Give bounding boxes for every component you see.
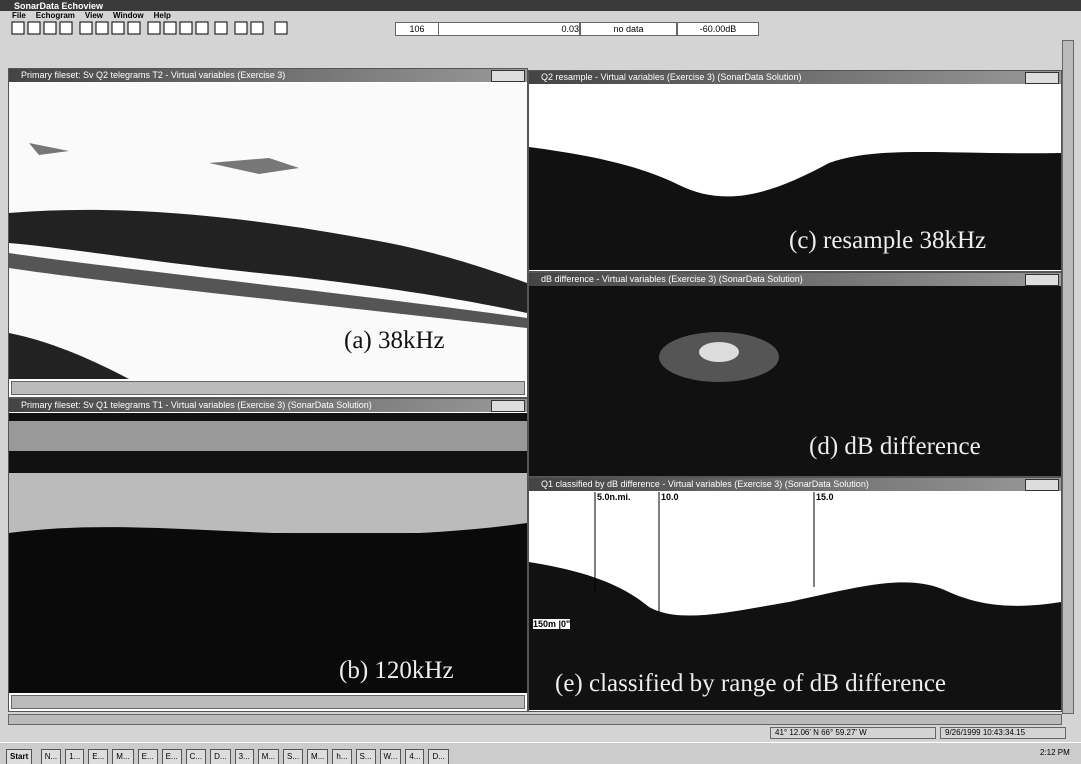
menu-item[interactable]: Help <box>154 11 171 20</box>
window-b: Primary fileset: Sv Q1 telegrams T1 - Vi… <box>8 398 528 712</box>
menu-item[interactable]: Window <box>113 11 144 20</box>
toolbar-field[interactable]: -60.00dB <box>677 22 759 36</box>
window-controls[interactable] <box>491 70 525 82</box>
window-controls[interactable] <box>491 400 525 412</box>
task-button[interactable]: M... <box>307 749 328 764</box>
distance-marker: 10.0 <box>661 492 679 502</box>
depth-label: 150m |0" <box>533 619 570 629</box>
scrollbar[interactable] <box>8 714 1062 725</box>
app-title: SonarData Echoview <box>0 0 1081 11</box>
echogram <box>9 83 527 379</box>
window-title: Primary fileset: Sv Q2 telegrams T2 - Vi… <box>9 69 527 82</box>
echogram <box>9 413 527 693</box>
window-controls[interactable] <box>1025 479 1059 491</box>
screen: SonarData Echoview File Echogram View Windo… <box>0 0 1081 764</box>
scrollbar[interactable] <box>1062 40 1074 714</box>
toolbar-field[interactable]: no data <box>580 22 677 36</box>
start-button[interactable]: Start <box>6 749 32 764</box>
distance-marker: 15.0 <box>816 492 834 502</box>
clock: 2:12 PM <box>1040 748 1070 757</box>
taskbar: Start N... 1... E... M... E... E... C... D... 3.… <box>0 742 1081 764</box>
task-button[interactable]: M... <box>258 749 279 764</box>
window-title: Q1 classified by dB difference - Virtual… <box>529 478 1061 491</box>
task-button[interactable]: h... <box>332 749 351 764</box>
task-button[interactable]: 3... <box>235 749 254 764</box>
task-button[interactable]: C... <box>186 749 206 764</box>
task-button[interactable]: W... <box>380 749 402 764</box>
status-position: 41° 12.06' N 66° 59.27' W <box>770 727 936 739</box>
task-button[interactable]: D... <box>210 749 230 764</box>
window-a: Primary fileset: Sv Q2 telegrams T2 - Vi… <box>8 68 528 398</box>
window-label: (a) 38kHz <box>344 327 445 355</box>
task-button[interactable]: D... <box>428 749 448 764</box>
distance-marker: 5.0n.mi. <box>597 492 631 502</box>
menu-bar: File Echogram View Window Help <box>12 11 181 20</box>
status-time: 9/26/1999 10:43:34.15 <box>940 727 1066 739</box>
window-e: Q1 classified by dB difference - Virtual… <box>528 477 1062 712</box>
toolbar-icons <box>10 20 380 36</box>
menu-item[interactable]: File <box>12 11 26 20</box>
scrollbar[interactable] <box>11 381 525 395</box>
task-button[interactable]: N... <box>41 749 61 764</box>
task-button[interactable]: M... <box>112 749 133 764</box>
toolbar-field[interactable]: 106 <box>395 22 439 36</box>
window-title: Primary fileset: Sv Q1 telegrams T1 - Vi… <box>9 399 527 412</box>
task-button[interactable]: E... <box>162 749 182 764</box>
toolbar-field[interactable]: 0.03 <box>438 22 580 36</box>
window-label: (b) 120kHz <box>339 657 454 685</box>
window-label: (e) classified by range of dB difference <box>555 670 946 698</box>
window-controls[interactable] <box>1025 72 1059 84</box>
window-title: Q2 resample - Virtual variables (Exercis… <box>529 71 1061 84</box>
menu-item[interactable]: View <box>85 11 103 20</box>
task-button[interactable]: E... <box>88 749 108 764</box>
task-button[interactable]: S... <box>283 749 303 764</box>
task-button[interactable]: 1... <box>65 749 84 764</box>
echogram <box>529 287 1061 475</box>
window-d: dB difference - Virtual variables (Exerc… <box>528 272 1062 477</box>
window-label: (c) resample 38kHz <box>789 227 986 255</box>
window-label: (d) dB difference <box>809 433 981 461</box>
window-controls[interactable] <box>1025 274 1059 286</box>
scrollbar[interactable] <box>11 695 525 709</box>
task-button[interactable]: E... <box>138 749 158 764</box>
menu-item[interactable]: Echogram <box>36 11 75 20</box>
task-button[interactable]: S... <box>356 749 376 764</box>
task-button[interactable]: 4... <box>405 749 424 764</box>
window-title: dB difference - Virtual variables (Exerc… <box>529 273 1061 286</box>
window-c: Q2 resample - Virtual variables (Exercis… <box>528 70 1062 272</box>
